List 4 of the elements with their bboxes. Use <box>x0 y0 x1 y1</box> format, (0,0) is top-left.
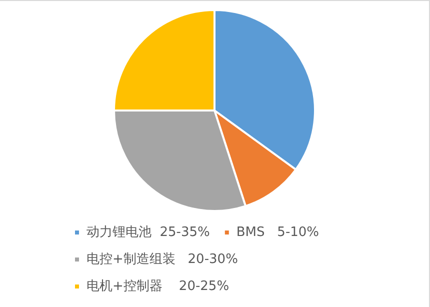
legend-label: 电机+控制器 20-25% <box>86 278 230 294</box>
legend-label: BMS 5-10% <box>236 224 320 240</box>
legend-label: 电控+制造组装 20-30% <box>86 252 238 267</box>
legend-label: 动力锂电池 25-35% <box>86 224 210 240</box>
